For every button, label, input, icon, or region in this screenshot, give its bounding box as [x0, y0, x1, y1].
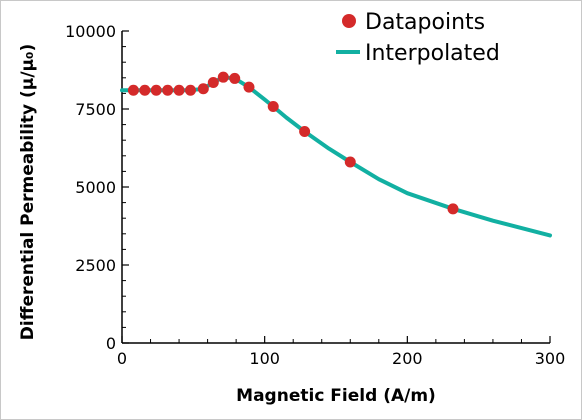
series-layer — [120, 71, 552, 238]
datapoint — [447, 203, 459, 215]
datapoint — [127, 84, 139, 96]
interpolated-line — [120, 75, 552, 238]
x-axis-label: Magnetic Field (A/m) — [236, 386, 436, 406]
datapoint — [299, 125, 311, 137]
plot-area: 0 100 200 300 0 2500 5000 7500 10000 — [65, 22, 565, 368]
datapoint — [197, 83, 209, 95]
y-tick-label: 10000 — [65, 22, 116, 41]
datapoint — [173, 84, 185, 96]
datapoint — [344, 156, 356, 168]
datapoint — [150, 84, 162, 96]
legend-interpolated-label: Interpolated — [365, 41, 500, 66]
datapoint — [243, 81, 255, 93]
x-tick-label: 200 — [392, 349, 423, 368]
legend-datapoints-marker — [342, 14, 356, 28]
x-tick-label: 100 — [249, 349, 280, 368]
datapoint — [217, 71, 229, 83]
x-tick-label: 0 — [117, 349, 127, 368]
legend-datapoints-label: Datapoints — [365, 10, 485, 35]
y-tick-label: 5000 — [75, 178, 116, 197]
legend: Datapoints Interpolated — [336, 10, 500, 66]
datapoint — [184, 84, 196, 96]
datapoint — [207, 76, 219, 88]
y-tick-label: 0 — [106, 334, 116, 353]
datapoint — [162, 84, 174, 96]
y-tick-label: 7500 — [75, 100, 116, 119]
y-axis-label: Differential Permeability (μ/μ₀) — [18, 44, 38, 341]
x-tick-label: 300 — [535, 349, 566, 368]
tick-labels: 0 100 200 300 0 2500 5000 7500 10000 — [65, 22, 565, 368]
datapoint — [229, 72, 241, 84]
y-tick-label: 2500 — [75, 256, 116, 275]
tick-marks — [121, 30, 551, 344]
datapoint — [139, 84, 151, 96]
datapoint — [267, 101, 279, 113]
